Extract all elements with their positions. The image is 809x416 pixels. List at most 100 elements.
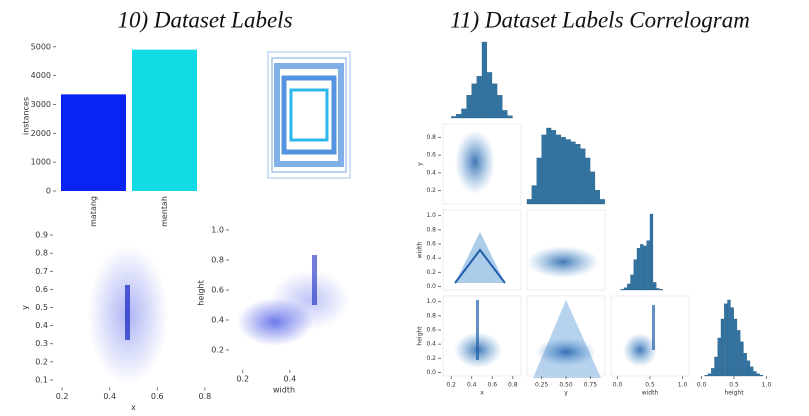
x-tick-label: 0.2 xyxy=(236,375,249,384)
y-tick-label: 0.9 xyxy=(35,231,48,240)
y-tick-label: 1.0 xyxy=(426,212,436,219)
y-tick-label: 0.8 xyxy=(35,249,48,258)
histogram-bar xyxy=(727,299,731,377)
y-axis-label: y xyxy=(417,162,424,166)
y-tick-label: 0.3 xyxy=(35,339,48,348)
x-tick-label: 0.0 xyxy=(613,382,623,389)
y-tick-label: 0.2 xyxy=(426,269,436,276)
x-tick-label: 0.8 xyxy=(508,382,518,389)
histogram-bar xyxy=(471,83,477,119)
histogram-bar xyxy=(590,171,596,205)
y-tick-label: 0.4 xyxy=(35,321,48,330)
y-axis-label: y xyxy=(21,305,30,310)
histogram-bar xyxy=(753,371,757,377)
histogram-bar xyxy=(717,337,721,377)
histogram-bar xyxy=(599,199,605,205)
histogram-bar xyxy=(714,356,718,377)
histogram-bar xyxy=(620,289,624,291)
histogram-bar xyxy=(497,95,503,119)
y-tick-label: 0.4 xyxy=(426,255,436,262)
y-tick-label: 0.8 xyxy=(211,256,224,265)
density-cloud xyxy=(88,245,350,385)
histogram-bar xyxy=(627,283,631,291)
y-tick-label: 0 xyxy=(46,187,51,196)
bar xyxy=(61,94,126,191)
y-tick-label: 0.2 xyxy=(426,355,436,362)
x-tick-label: mentah xyxy=(160,196,169,227)
y-axis-label: height xyxy=(197,280,206,306)
cell-frame xyxy=(442,123,522,205)
x-tick-label: 0.50 xyxy=(559,382,573,389)
y-tick-label: 0.8 xyxy=(426,312,436,319)
histogram-bar xyxy=(730,307,734,377)
histogram-bar xyxy=(623,287,628,291)
x-tick-label: 0.5 xyxy=(645,382,655,389)
y-tick-label: 1000 xyxy=(31,158,51,167)
histogram-bar xyxy=(560,137,566,205)
panel-title: 10) Dataset Labels xyxy=(117,7,292,32)
x-axis-label: width xyxy=(273,386,295,395)
y-tick-label: 4000 xyxy=(31,71,51,80)
x-axis-label: height xyxy=(724,390,744,397)
y-axis-label: width xyxy=(417,242,424,259)
x-tick-label: 0.4 xyxy=(467,382,477,389)
histogram-bar xyxy=(595,190,600,205)
y-tick-label: 0.1 xyxy=(35,375,48,384)
y-tick-label: 0.4 xyxy=(426,341,436,348)
histogram-bar xyxy=(451,116,457,119)
x-tick-label: 1.0 xyxy=(678,382,688,389)
histogram-bar xyxy=(526,199,532,205)
histogram-bar xyxy=(531,185,537,205)
histogram-bar xyxy=(743,353,747,377)
x-tick-label: 0.5 xyxy=(729,382,739,389)
x-tick-label: 0.6 xyxy=(487,382,497,389)
x-tick-label: 0.4 xyxy=(284,375,297,384)
x-axis-label: x xyxy=(480,390,484,397)
histogram-bar xyxy=(640,244,644,291)
histogram-bar xyxy=(580,148,586,205)
histogram-bar xyxy=(585,157,591,205)
histogram-bar xyxy=(704,375,708,377)
y-tick-label: 0.4 xyxy=(426,169,436,176)
y-tick-label: 0.8 xyxy=(426,134,436,141)
histogram-bar xyxy=(759,375,764,377)
y-tick-label: 0.8 xyxy=(426,226,436,233)
histogram-bar xyxy=(570,141,576,205)
panel-title: 11) Dataset Labels Correlogram xyxy=(450,7,750,32)
x-axis-label: y xyxy=(564,390,568,397)
histogram-bar xyxy=(720,318,725,377)
histogram-bar xyxy=(750,366,754,377)
x-axis-label: x xyxy=(131,403,136,412)
y-tick-label: 0.4 xyxy=(211,316,224,325)
histogram-bar xyxy=(486,72,493,119)
cell-frame xyxy=(442,209,522,291)
histogram-bar xyxy=(733,318,738,377)
histogram-bar xyxy=(536,157,542,205)
bar xyxy=(132,49,197,192)
x-tick-label: matang xyxy=(89,196,98,227)
y-tick-label: 1.0 xyxy=(211,226,224,235)
histogram-bar xyxy=(461,108,467,119)
histogram-bar xyxy=(633,259,637,291)
y-tick-label: 1.0 xyxy=(426,298,436,305)
y-tick-label: 0.2 xyxy=(35,357,48,366)
histogram-bar xyxy=(646,240,650,291)
x-tick-label: 1.0 xyxy=(762,382,772,389)
histogram-bar xyxy=(746,360,751,377)
histogram-bar xyxy=(476,76,482,119)
y-tick-label: 0.6 xyxy=(426,326,436,333)
histogram-bar xyxy=(481,41,487,119)
histogram-bar xyxy=(711,368,715,377)
y-axis-label: height xyxy=(417,326,424,346)
x-tick-label: 0.0 xyxy=(697,382,707,389)
histogram-bar xyxy=(507,115,513,119)
x-tick-label: 0.8 xyxy=(198,392,211,401)
x-tick-label: 0.2 xyxy=(446,382,456,389)
y-tick-label: 0.2 xyxy=(426,187,436,194)
histogram-bar xyxy=(456,114,462,119)
cell-frame xyxy=(526,295,606,377)
y-tick-label: 0.0 xyxy=(426,283,436,290)
correlogram-cloud xyxy=(454,130,657,378)
histogram-bar xyxy=(659,289,663,291)
